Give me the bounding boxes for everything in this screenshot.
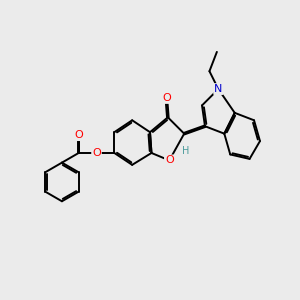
Text: O: O: [162, 93, 171, 103]
Text: N: N: [214, 84, 223, 94]
Text: O: O: [165, 155, 174, 165]
Text: O: O: [92, 148, 101, 158]
Text: H: H: [182, 146, 189, 157]
Text: O: O: [74, 130, 83, 140]
